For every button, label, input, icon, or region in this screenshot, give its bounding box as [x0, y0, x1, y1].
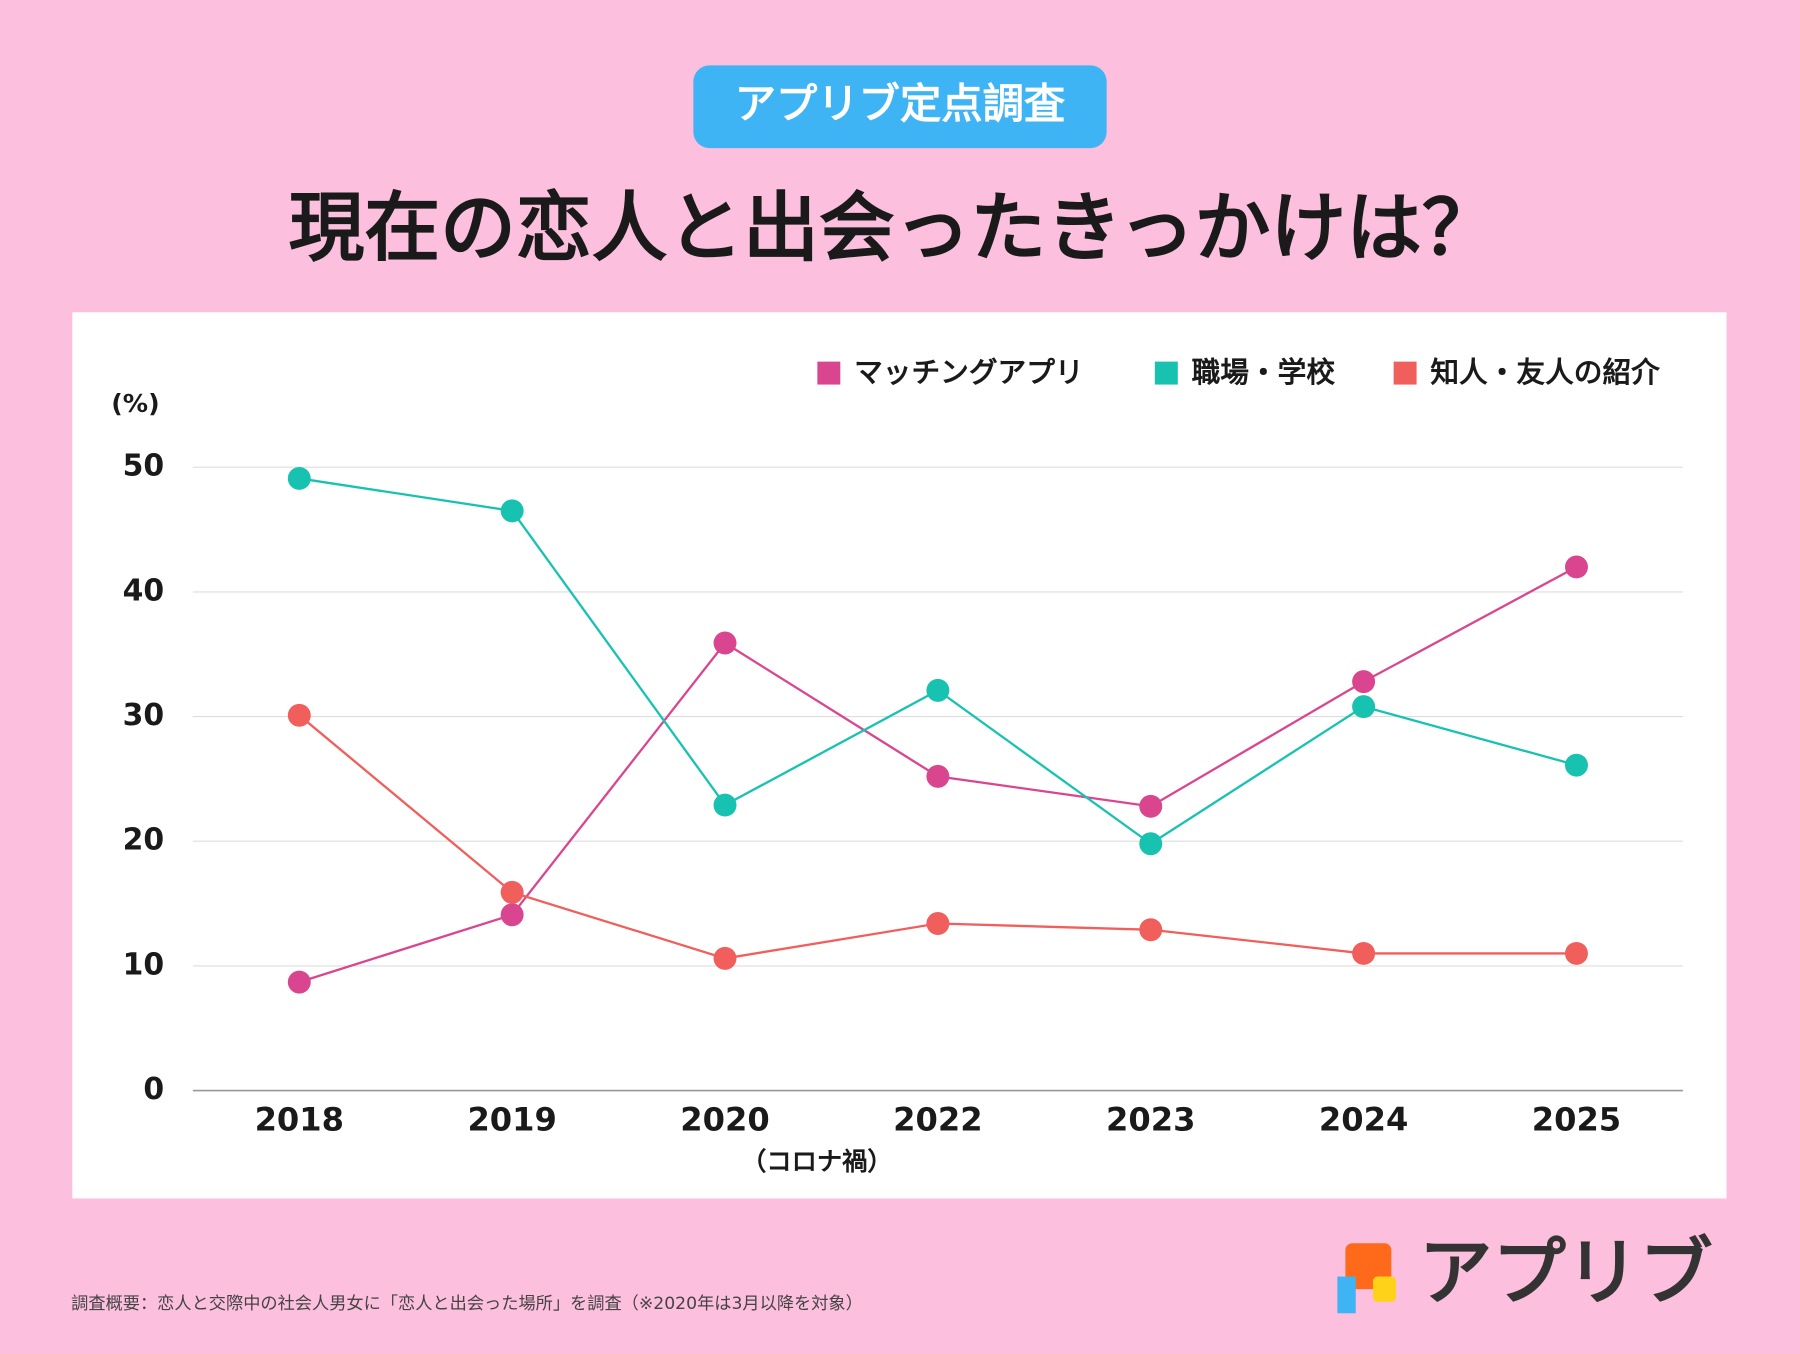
data-point [713, 793, 737, 817]
data-point [1352, 941, 1376, 965]
data-point [1139, 918, 1163, 942]
legend-swatch [817, 361, 841, 385]
y-tick-label: 30 [123, 698, 165, 733]
data-point [500, 903, 524, 927]
logo-icon [1372, 1276, 1396, 1302]
data-point [500, 880, 524, 904]
data-point [1139, 794, 1163, 818]
data-point [926, 678, 950, 702]
x-tick-label: 2019 [467, 1101, 556, 1139]
y-tick-label: 10 [123, 947, 165, 982]
data-point [287, 703, 311, 727]
legend-label: 職場・学校 [1192, 355, 1336, 389]
x-tick-label: 2024 [1319, 1101, 1408, 1139]
data-point [713, 946, 737, 970]
badge-text: アプリブ定点調査 [735, 80, 1066, 128]
x-tick-note: （コロナ禍） [741, 1147, 893, 1176]
footnote: 調査概要：恋人と交際中の社会人男女に「恋人と出会った場所」を調査（※2020年は… [71, 1293, 863, 1314]
data-point [1564, 753, 1588, 777]
data-point [1352, 670, 1376, 694]
legend-label: 知人・友人の紹介 [1430, 355, 1660, 389]
data-point [287, 970, 311, 994]
legend-swatch [1393, 361, 1417, 385]
data-point [500, 499, 524, 523]
panel [72, 312, 1727, 1199]
y-tick-label: 20 [123, 823, 165, 858]
x-tick-label: 2018 [255, 1101, 344, 1139]
y-tick-label: 0 [143, 1072, 164, 1107]
data-point [926, 912, 950, 935]
data-point [1564, 555, 1588, 579]
y-tick-label: 40 [123, 573, 165, 608]
data-point [287, 466, 311, 490]
x-tick-label: 2020 [680, 1101, 769, 1139]
chart-title: 現在の恋人と出会ったきっかけは？ [289, 184, 1498, 272]
y-unit: (%) [111, 389, 159, 418]
logo-text: アプリブ [1419, 1231, 1713, 1316]
y-tick-label: 50 [123, 449, 165, 484]
logo-icon [1337, 1276, 1356, 1314]
data-point [1352, 695, 1376, 719]
data-point [1139, 832, 1163, 856]
badge [693, 65, 1107, 149]
legend-label: マッチングアプリ [854, 355, 1084, 389]
x-tick-label: 2022 [893, 1101, 982, 1139]
data-point [713, 631, 737, 655]
legend-swatch [1154, 361, 1178, 385]
x-tick-label: 2025 [1532, 1101, 1621, 1139]
x-tick-label: 2023 [1106, 1101, 1195, 1139]
data-point [926, 764, 950, 788]
data-point [1564, 941, 1588, 965]
